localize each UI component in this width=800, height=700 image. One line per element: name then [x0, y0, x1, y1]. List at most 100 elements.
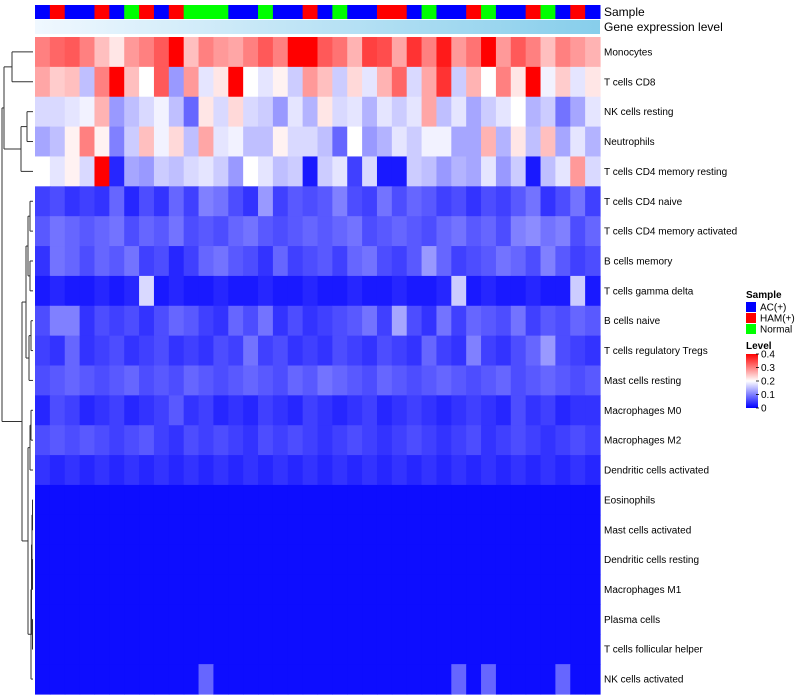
heatmap-cell	[139, 246, 155, 277]
heatmap-cell	[168, 66, 185, 98]
heatmap-cell	[35, 425, 51, 456]
heatmap-cell	[213, 335, 229, 367]
sample-annotation-cell	[406, 5, 423, 19]
heatmap-cell	[64, 574, 81, 606]
heatmap-cell	[168, 574, 185, 606]
heatmap-cell	[585, 335, 601, 367]
heatmap-cell	[139, 484, 155, 516]
heatmap-cell	[585, 66, 601, 98]
heatmap-cell	[406, 484, 423, 516]
heatmap-cell	[406, 574, 423, 606]
heatmap-cell	[94, 156, 110, 187]
heatmap-cell	[570, 544, 586, 576]
heatmap-cell	[317, 126, 333, 158]
heatmap-cell	[139, 425, 155, 456]
row-label: Macrophages M1	[604, 585, 682, 596]
heatmap-cell	[555, 365, 571, 396]
heatmap-cell	[243, 664, 259, 695]
heatmap-cell	[362, 604, 378, 635]
heatmap-cell	[391, 395, 408, 426]
heatmap-cell	[124, 96, 140, 128]
heatmap-cell	[35, 604, 51, 635]
heatmap-cell	[347, 484, 363, 516]
heatmap-cell	[555, 275, 571, 307]
heatmap-cell	[109, 66, 125, 98]
heatmap-cell	[228, 305, 244, 337]
heatmap-cell	[540, 634, 556, 665]
heatmap-cell	[317, 574, 333, 606]
heatmap-cell	[481, 216, 497, 247]
heatmap-cell	[570, 66, 586, 98]
heatmap-cell	[35, 156, 51, 187]
heatmap-cell	[49, 96, 66, 128]
heatmap-cell	[525, 37, 542, 68]
heatmap-cell	[139, 126, 155, 158]
heatmap-cell	[94, 574, 110, 606]
heatmap-cell	[391, 365, 408, 396]
heatmap-cell	[481, 634, 497, 665]
heatmap-cell	[183, 246, 200, 277]
heatmap-cell	[272, 514, 289, 546]
heatmap-cell	[585, 604, 601, 635]
heatmap-cell	[391, 514, 408, 546]
heatmap-cell	[64, 66, 81, 98]
sample-annotation-cell	[198, 5, 214, 19]
heatmap-cell	[213, 275, 229, 307]
heatmap-cell	[406, 126, 423, 158]
heatmap-cell	[466, 455, 482, 486]
heatmap-cell	[376, 455, 393, 486]
heatmap-cell	[302, 37, 319, 68]
row-label: Mast cells resting	[604, 376, 681, 387]
heatmap-cell	[466, 275, 482, 307]
heatmap-cell	[436, 156, 452, 187]
heatmap-cell	[406, 37, 423, 68]
heatmap-cell	[272, 246, 289, 277]
heatmap-cell	[109, 664, 125, 695]
heatmap-cell	[183, 335, 200, 367]
sample-annotation-cell	[481, 5, 497, 19]
heatmap-cell	[436, 395, 452, 426]
heatmap-cell	[79, 425, 96, 456]
heatmap-cell	[213, 365, 229, 396]
heatmap-cell	[406, 634, 423, 665]
heatmap-cell	[555, 66, 571, 98]
heatmap-cell	[317, 395, 333, 426]
heatmap-cell	[570, 186, 586, 217]
heatmap-cell	[124, 574, 140, 606]
heatmap-cell	[94, 455, 110, 486]
heatmap-cell	[332, 425, 348, 456]
heatmap-cell	[406, 604, 423, 635]
heatmap-cell	[481, 484, 497, 516]
heatmap-cell	[421, 425, 438, 456]
legend-sample-swatch	[746, 313, 756, 323]
heatmap-cell	[525, 604, 542, 635]
heatmap-cell	[153, 96, 170, 128]
heatmap-cell	[510, 37, 527, 68]
heatmap-cell	[436, 634, 452, 665]
heatmap-cell	[540, 66, 556, 98]
heatmap-cell	[332, 66, 348, 98]
heatmap-cell	[391, 96, 408, 128]
heatmap-cell	[540, 37, 556, 68]
heatmap-cell	[258, 574, 274, 606]
heatmap-cell	[540, 216, 556, 247]
heatmap-cell	[525, 156, 542, 187]
heatmap-cell	[49, 156, 66, 187]
heatmap-cell	[153, 246, 170, 277]
heatmap-cell	[347, 96, 363, 128]
heatmap-cell	[466, 96, 482, 128]
heatmap-cell	[376, 216, 393, 247]
heatmap-cell	[451, 664, 467, 695]
heatmap-cell	[495, 305, 512, 337]
heatmap-cell	[495, 156, 512, 187]
heatmap-cell	[153, 156, 170, 187]
heatmap-cell	[153, 216, 170, 247]
heatmap-cell	[49, 216, 66, 247]
heatmap-cell	[570, 484, 586, 516]
heatmap-cell	[139, 66, 155, 98]
heatmap-cell	[198, 96, 215, 128]
heatmap-cell	[451, 484, 467, 516]
heatmap-cell	[495, 664, 512, 695]
heatmap-cell	[406, 275, 423, 307]
